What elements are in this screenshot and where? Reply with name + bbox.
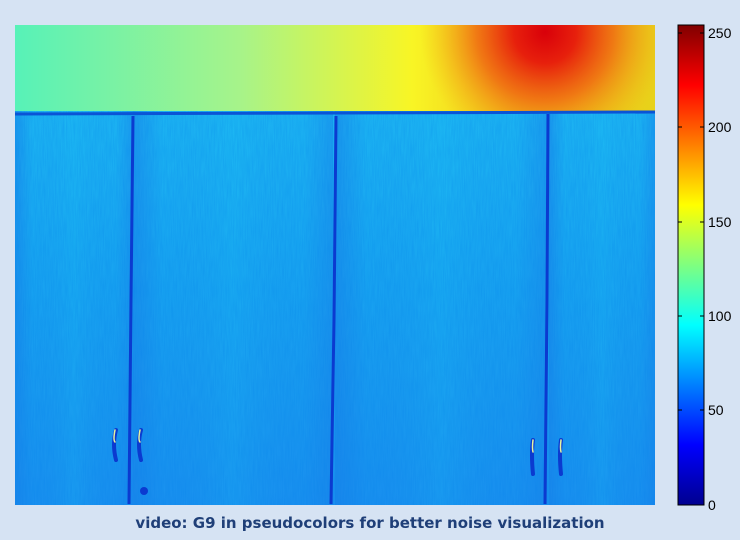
colorbar: 250 200 150 100 50 0: [677, 24, 732, 513]
cabinet-handles: [112, 428, 563, 476]
colorbar-tick-label: 50: [708, 402, 724, 418]
door-seam: [329, 115, 338, 505]
door-seam: [543, 113, 550, 505]
cabinet-region: [14, 110, 656, 505]
colorbar-tick-label: 150: [708, 214, 732, 230]
colorbar-tick-label: 100: [708, 308, 732, 324]
colorbar-tick-label: 200: [708, 119, 732, 135]
colorbar-ticks: [678, 32, 704, 506]
colorbar-tick-label: 250: [708, 25, 732, 41]
colorbar-tick-label: 0: [708, 497, 716, 513]
figure-caption: video: G9 in pseudocolors for better noi…: [135, 514, 605, 532]
door-seam: [127, 115, 135, 505]
wall-region: [15, 25, 655, 111]
